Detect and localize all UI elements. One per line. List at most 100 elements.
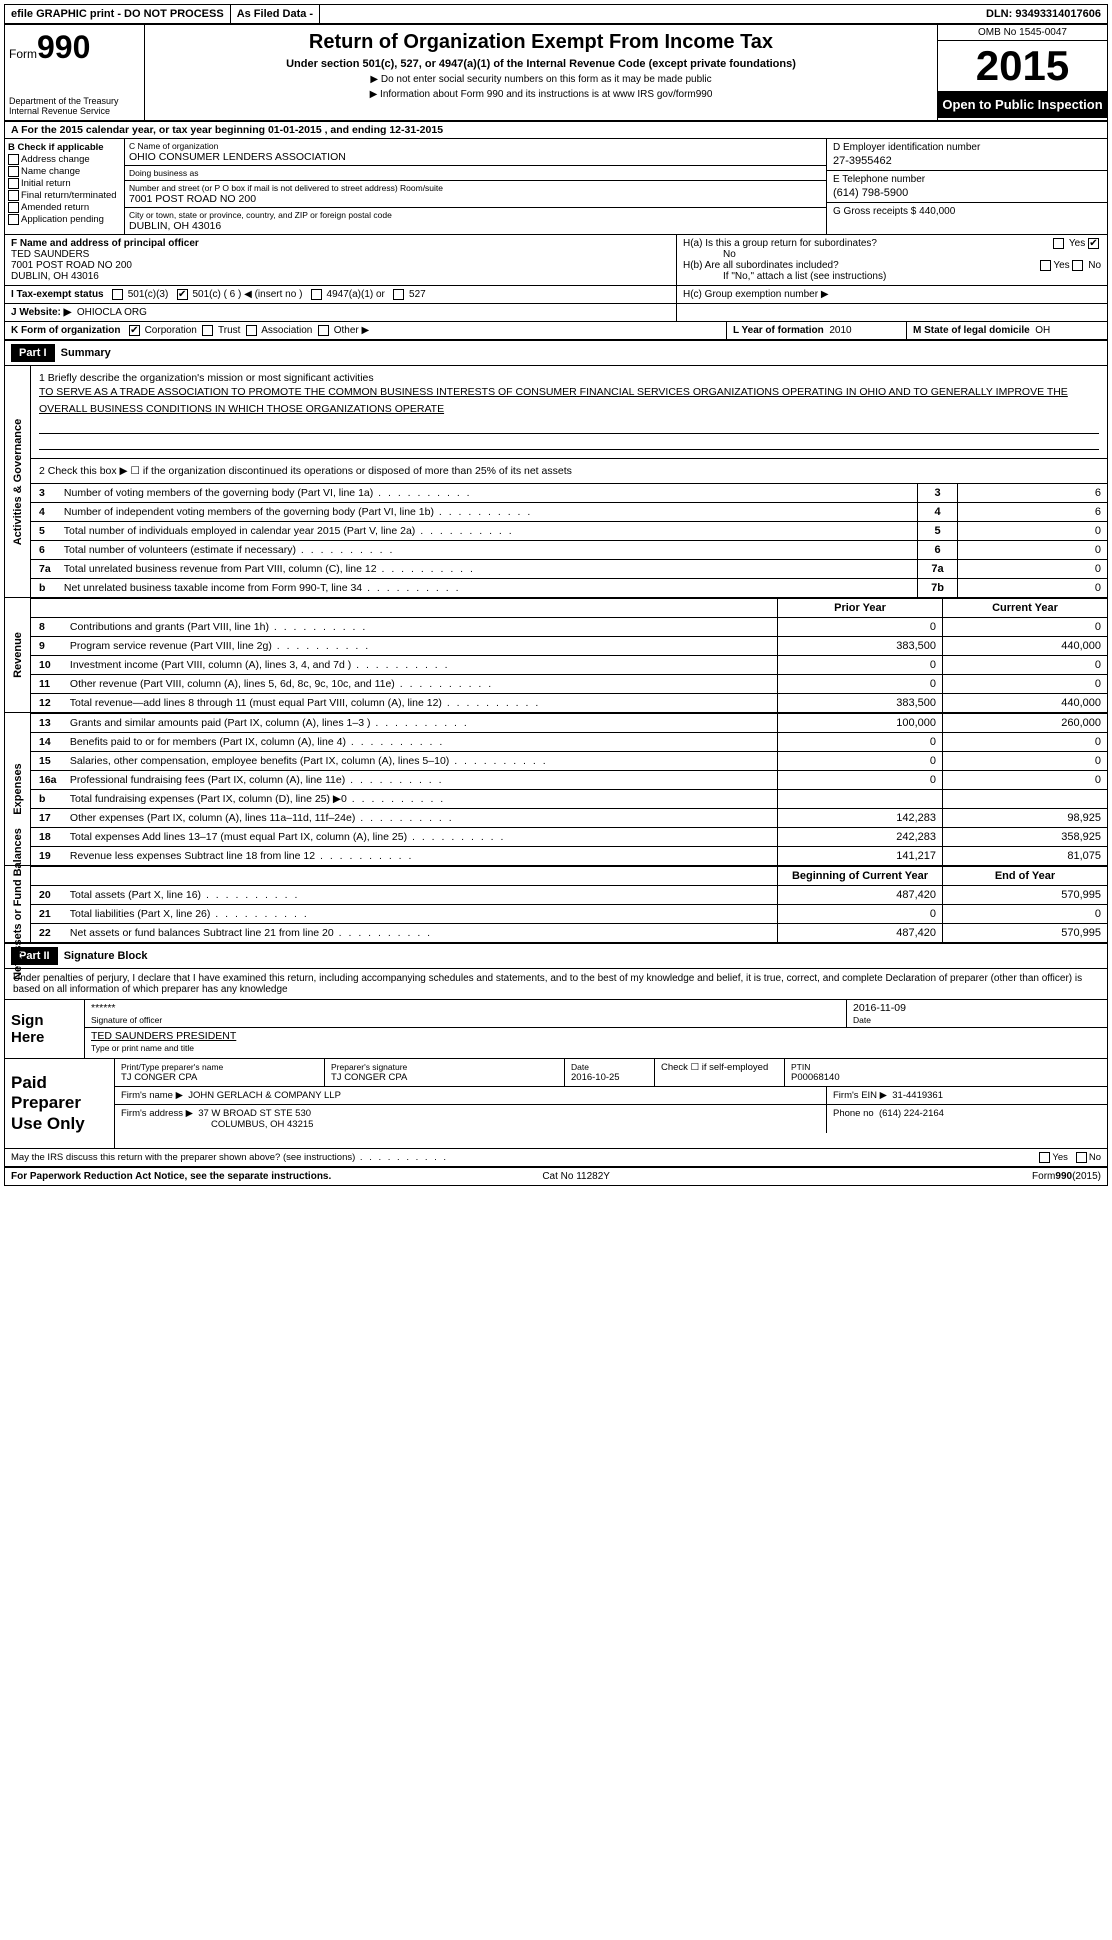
- open-public-badge: Open to Public Inspection: [938, 91, 1107, 118]
- governance-row: 5 Total number of individuals employed i…: [31, 521, 1107, 540]
- chk-final-return[interactable]: Final return/terminated: [8, 190, 121, 201]
- h-b-question: H(b) Are all subordinates included? Yes …: [683, 260, 1101, 282]
- revenue-header-row: Prior Year Current Year: [31, 598, 1107, 617]
- financial-row: 10 Investment income (Part VIII, column …: [31, 655, 1107, 674]
- financial-row: 9 Program service revenue (Part VIII, li…: [31, 636, 1107, 655]
- firm-phone: (614) 224-2164: [879, 1108, 944, 1119]
- governance-rows: 3 Number of voting members of the govern…: [31, 483, 1107, 597]
- row-i: I Tax-exempt status 501(c)(3) ✔ 501(c) (…: [5, 286, 1107, 304]
- form-number: Form990: [9, 29, 140, 66]
- governance-row: b Net unrelated business taxable income …: [31, 578, 1107, 597]
- form-subtitle: Under section 501(c), 527, or 4947(a)(1)…: [151, 58, 931, 70]
- preparer-name: TJ CONGER CPA: [121, 1072, 318, 1083]
- tab-net-assets: Net Assets or Fund Balances: [5, 866, 31, 942]
- net-header-row: Beginning of Current Year End of Year: [31, 866, 1107, 885]
- signature-stars: ******: [91, 1002, 840, 1015]
- principal-officer: F Name and address of principal officer …: [5, 235, 677, 285]
- year-formation: L Year of formation 2010: [727, 322, 907, 339]
- gross-receipts-value: 440,000: [919, 206, 955, 217]
- form-number-footer: Form990(2015): [1032, 1171, 1101, 1182]
- financial-row: 18 Total expenses Add lines 13–17 (must …: [31, 827, 1107, 846]
- governance-row: 6 Total number of volunteers (estimate i…: [31, 540, 1107, 559]
- financial-row: 22 Net assets or fund balances Subtract …: [31, 923, 1107, 942]
- sign-here-label: Sign Here: [5, 1000, 85, 1058]
- irs-link[interactable]: ▶ Information about Form 990 and its ins…: [370, 89, 713, 100]
- chk-amended-return[interactable]: Amended return: [8, 202, 121, 213]
- firm-city: COLUMBUS, OH 43215: [211, 1119, 313, 1130]
- column-d-e-g: D Employer identification number 27-3955…: [827, 139, 1107, 234]
- city-field: City or town, state or province, country…: [125, 208, 826, 234]
- dba-field: Doing business as: [125, 166, 826, 181]
- phone-field: E Telephone number (614) 798-5900: [827, 171, 1107, 203]
- governance-row: 4 Number of independent voting members o…: [31, 502, 1107, 521]
- info-note: ▶ Information about Form 990 and its ins…: [151, 89, 931, 100]
- website-field: J Website: ▶ OHIOCLA ORG: [5, 304, 677, 321]
- col-current-year: Current Year: [942, 599, 1107, 617]
- phone-value: (614) 798-5900: [833, 187, 1101, 199]
- ptin-value: P00068140: [791, 1072, 1101, 1083]
- preparer-signature: TJ CONGER CPA: [331, 1072, 558, 1083]
- gross-receipts-field: G Gross receipts $ 440,000: [827, 203, 1107, 220]
- chk-initial-return[interactable]: Initial return: [8, 178, 121, 189]
- governance-row: 3 Number of voting members of the govern…: [31, 483, 1107, 502]
- financial-row: b Total fundraising expenses (Part IX, c…: [31, 789, 1107, 808]
- org-address: 7001 POST ROAD NO 200: [129, 193, 822, 205]
- financial-row: 15 Salaries, other compensation, employe…: [31, 751, 1107, 770]
- tax-exempt-status: I Tax-exempt status 501(c)(3) ✔ 501(c) (…: [5, 286, 677, 303]
- irs-label: Internal Revenue Service: [9, 106, 140, 116]
- cat-number: Cat No 11282Y: [542, 1171, 610, 1182]
- form-title: Return of Organization Exempt From Incom…: [151, 31, 931, 54]
- chk-address-change[interactable]: Address change: [8, 154, 121, 165]
- ssn-note: ▶ Do not enter social security numbers o…: [151, 74, 931, 85]
- tab-governance: Activities & Governance: [5, 366, 31, 597]
- col-prior-year: Prior Year: [777, 599, 942, 617]
- perjury-declaration: Under penalties of perjury, I declare th…: [5, 969, 1107, 1000]
- chk-application-pending[interactable]: Application pending: [8, 214, 121, 225]
- h-a-answer: No: [723, 249, 736, 260]
- as-filed-label: As Filed Data -: [231, 5, 320, 23]
- column-c-org-info: C Name of organization OHIO CONSUMER LEN…: [125, 139, 827, 234]
- part-1-header: Part I Summary: [5, 341, 1107, 366]
- top-bar: efile GRAPHIC print - DO NOT PROCESS As …: [5, 5, 1107, 25]
- org-name-field: C Name of organization OHIO CONSUMER LEN…: [125, 139, 826, 166]
- tax-year: 2015: [938, 41, 1107, 91]
- self-employed-check[interactable]: Check ☐ if self-employed: [655, 1059, 785, 1086]
- h-a-question: H(a) Is this a group return for subordin…: [683, 238, 1101, 260]
- row-f-h: F Name and address of principal officer …: [5, 235, 1107, 286]
- financial-row: 13 Grants and similar amounts paid (Part…: [31, 713, 1107, 732]
- chk-name-change[interactable]: Name change: [8, 166, 121, 177]
- paid-preparer-label: Paid Preparer Use Only: [5, 1059, 115, 1148]
- ein-field: D Employer identification number 27-3955…: [827, 139, 1107, 171]
- col-end-year: End of Year: [942, 867, 1107, 885]
- financial-row: 21 Total liabilities (Part X, line 26) 0…: [31, 904, 1107, 923]
- mission-block: 1 Briefly describe the organization's mi…: [31, 366, 1107, 458]
- expense-rows: 13 Grants and similar amounts paid (Part…: [31, 713, 1107, 865]
- form-header: Form990 Department of the Treasury Inter…: [5, 25, 1107, 122]
- row-j: J Website: ▶ OHIOCLA ORG: [5, 304, 1107, 322]
- mission-text: TO SERVE AS A TRADE ASSOCIATION TO PROMO…: [39, 384, 1099, 418]
- row-k-l-m: K Form of organization ✔ Corporation Tru…: [5, 322, 1107, 341]
- financial-row: 12 Total revenue—add lines 8 through 11 …: [31, 693, 1107, 712]
- header-left: Form990 Department of the Treasury Inter…: [5, 25, 145, 120]
- column-b-checkboxes: B Check if applicable Address change Nam…: [5, 139, 125, 234]
- net-asset-rows: 20 Total assets (Part X, line 16) 487,42…: [31, 885, 1107, 942]
- col-beginning-year: Beginning of Current Year: [777, 867, 942, 885]
- b-header: B Check if applicable: [8, 142, 104, 153]
- tab-revenue: Revenue: [5, 598, 31, 712]
- question-2-discontinued: 2 Check this box ▶ ☐ if the organization…: [31, 458, 1107, 483]
- paperwork-notice: For Paperwork Reduction Act Notice, see …: [11, 1171, 331, 1182]
- firm-ein: 31-4419361: [892, 1090, 943, 1101]
- financial-row: 17 Other expenses (Part IX, column (A), …: [31, 808, 1107, 827]
- omb-number: OMB No 1545-0047: [938, 25, 1107, 41]
- website-value: OHIOCLA ORG: [77, 307, 147, 318]
- address-field: Number and street (or P O box if mail is…: [125, 181, 826, 208]
- paid-preparer-block: Paid Preparer Use Only Print/Type prepar…: [5, 1059, 1107, 1149]
- sign-here-block: Sign Here ****** Signature of officer 20…: [5, 1000, 1107, 1059]
- financial-row: 14 Benefits paid to or for members (Part…: [31, 732, 1107, 751]
- governance-row: 7a Total unrelated business revenue from…: [31, 559, 1107, 578]
- dept-treasury: Department of the Treasury: [9, 96, 140, 106]
- firm-name: JOHN GERLACH & COMPANY LLP: [188, 1090, 341, 1101]
- section-governance: Activities & Governance 1 Briefly descri…: [5, 366, 1107, 598]
- signature-date: 2016-11-09: [853, 1002, 1101, 1015]
- state-domicile: M State of legal domicile OH: [907, 322, 1107, 339]
